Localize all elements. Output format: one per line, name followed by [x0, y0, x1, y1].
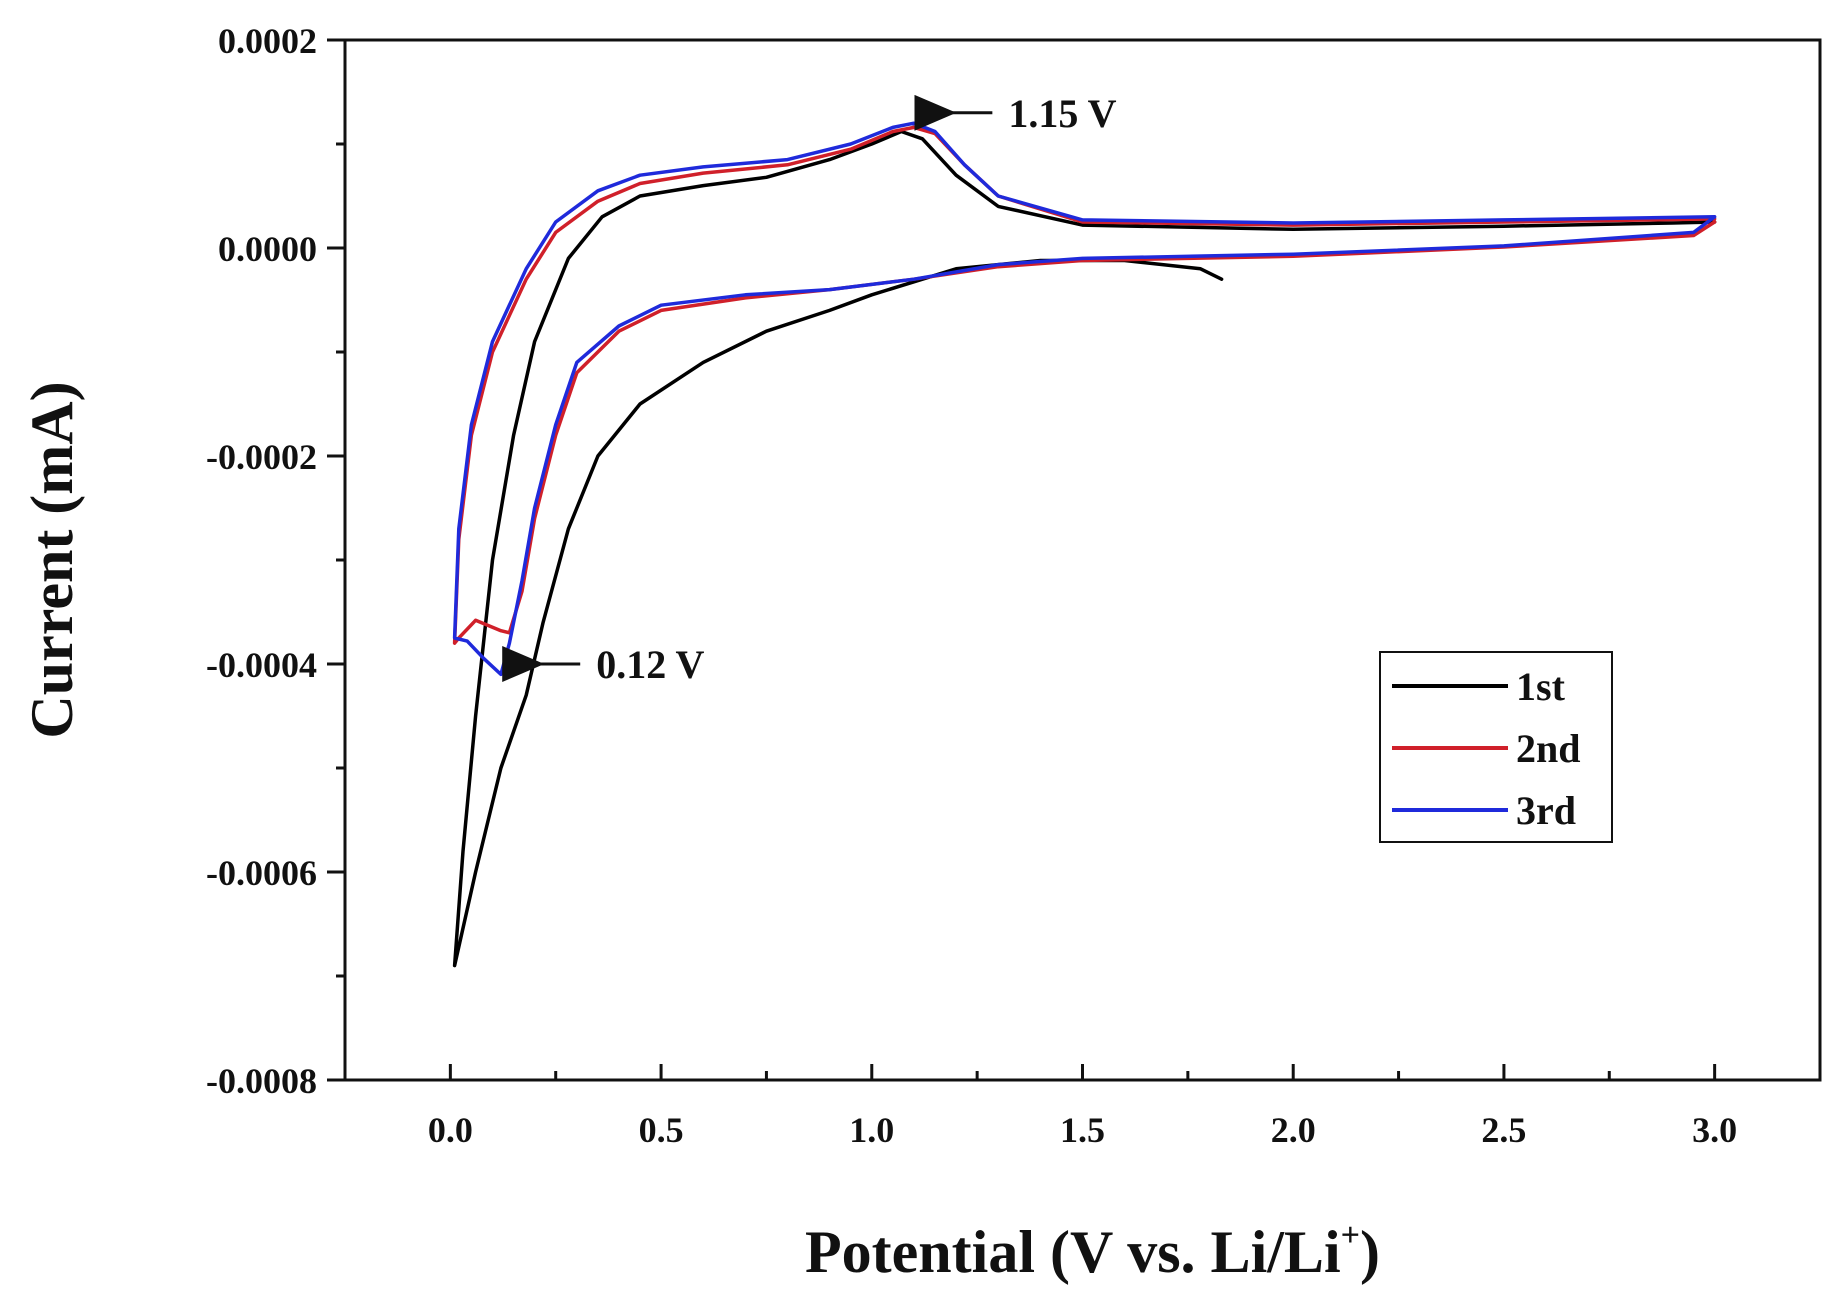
x-axis-title: Potential (V vs. Li/Li+) [805, 1217, 1380, 1285]
x-tick-label: 0.5 [639, 1110, 684, 1150]
x-tick-label: 2.5 [1481, 1110, 1526, 1150]
series-line-2nd [452, 125, 1717, 645]
legend-label-2nd: 2nd [1516, 726, 1581, 771]
x-axis-title-main: Potential (V vs. Li/Li [805, 1219, 1341, 1285]
annotation-label: 0.12 V [596, 642, 704, 687]
y-tick-label: -0.0008 [206, 1061, 317, 1101]
legend-label-3rd: 3rd [1516, 788, 1576, 833]
x-tick-label: 3.0 [1692, 1110, 1737, 1150]
x-tick-label: 0.0 [428, 1110, 473, 1150]
annotation-label: 1.15 V [1008, 91, 1116, 136]
series-line-1st [452, 129, 1717, 968]
legend-label-1st: 1st [1516, 664, 1566, 709]
y-tick-label: -0.0002 [206, 437, 317, 477]
series-line-3rd [452, 121, 1717, 677]
x-tick-label: 1.5 [1060, 1110, 1105, 1150]
x-axis-title-superscript: + [1341, 1217, 1360, 1254]
x-axis-title-close: ) [1360, 1219, 1380, 1285]
plot-frame [343, 38, 1822, 1082]
y-tick-label: -0.0004 [206, 645, 317, 685]
y-tick-label: 0.0000 [218, 229, 317, 269]
y-tick-label: 0.0002 [218, 21, 317, 61]
x-tick-label: 1.0 [849, 1110, 894, 1150]
y-axis-title: Current (mA) [19, 381, 85, 738]
x-tick-label: 2.0 [1271, 1110, 1316, 1150]
y-tick-label: -0.0006 [206, 853, 317, 893]
